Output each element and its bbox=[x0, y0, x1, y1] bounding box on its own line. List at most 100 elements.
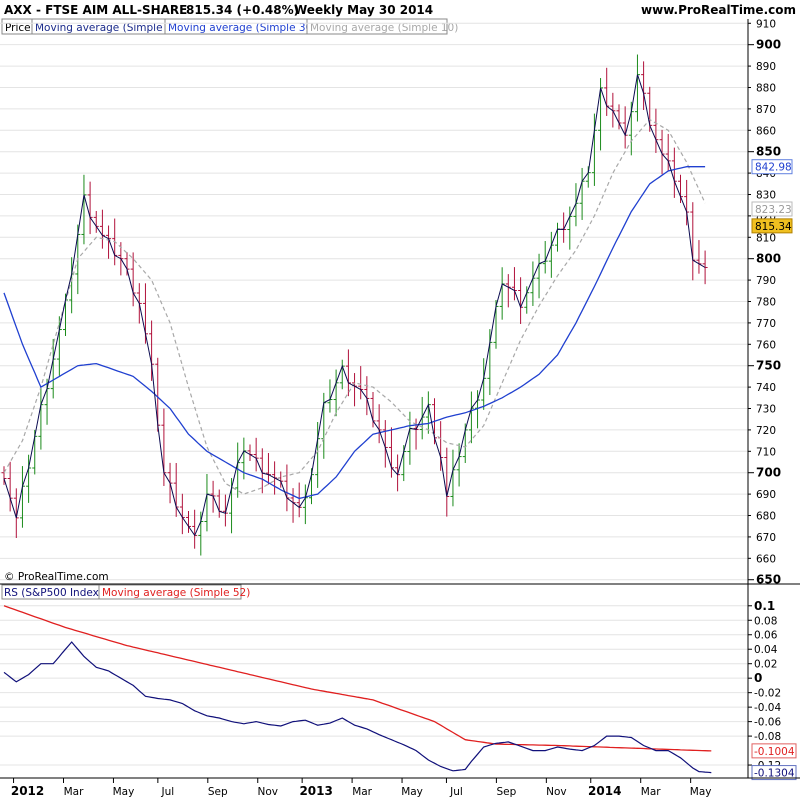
price-tick-label: 830 bbox=[756, 189, 776, 201]
price-bar bbox=[149, 320, 155, 381]
time-tick-label: 2013 bbox=[299, 784, 332, 798]
price-bar bbox=[161, 408, 167, 486]
price-bar bbox=[653, 108, 659, 153]
price-gridlines bbox=[0, 22, 748, 581]
price-bar bbox=[518, 277, 524, 324]
price-tick-label: 750 bbox=[756, 359, 781, 373]
rs-tick-label: -0.06 bbox=[754, 717, 781, 729]
marker-label-ma10: 823.23 bbox=[755, 204, 792, 216]
price-tick-label: 650 bbox=[756, 573, 781, 587]
price-bar bbox=[339, 359, 345, 390]
price-tick-label: 890 bbox=[756, 61, 776, 73]
price-bar bbox=[585, 166, 591, 188]
rs-marker-label-rs: -0.1304 bbox=[754, 768, 795, 780]
price-bar bbox=[524, 286, 530, 314]
price-bar bbox=[376, 404, 382, 444]
time-tick-label: Sep bbox=[208, 786, 228, 798]
price-bar bbox=[690, 202, 696, 281]
price-bar bbox=[370, 392, 376, 428]
price-tick-label: 710 bbox=[756, 446, 776, 458]
rs-ma-line bbox=[3, 605, 712, 752]
price-bar bbox=[87, 181, 93, 235]
price-bar bbox=[198, 511, 204, 556]
price-bar bbox=[684, 179, 690, 226]
legend-rs: RS (S&P500 Index) bbox=[4, 587, 103, 599]
time-tick-label: Mar bbox=[641, 786, 661, 798]
time-tick-label: Nov bbox=[546, 786, 567, 798]
ma10-line bbox=[3, 118, 706, 495]
price-tick-label: 810 bbox=[756, 232, 776, 244]
period-date: Weekly May 30 2014 bbox=[294, 3, 433, 17]
price-tick-label: 690 bbox=[756, 489, 776, 501]
marker-box-price bbox=[751, 218, 793, 234]
rs-axis: 0.1 0.08 0.06 0.04 0.020 -0.02 -0.04 -0.06 -0.08… bbox=[748, 599, 781, 772]
price-tick-label: 800 bbox=[756, 252, 781, 266]
time-tick-label: May bbox=[401, 786, 423, 798]
price-bar bbox=[505, 274, 511, 308]
price-bar bbox=[696, 240, 702, 274]
price-markers: 842.98 823.23 815.34 bbox=[751, 159, 793, 234]
legend-ma10-box bbox=[306, 18, 448, 35]
legend-ma10: Moving average (Simple 10) bbox=[310, 22, 458, 34]
rs-tick-label: 0 bbox=[754, 671, 762, 685]
price-bars bbox=[1, 54, 708, 556]
rs-line bbox=[3, 641, 712, 774]
rs-marker-box-rs bbox=[751, 765, 797, 781]
rs-tick-label: 0.02 bbox=[754, 659, 777, 671]
rs-marker-box-rs_ma bbox=[751, 743, 797, 759]
legend-ma30: Moving average (Simple 30) bbox=[168, 22, 316, 34]
price-axis: 650 660 670 680 690 700 710 720 730 740 750 760 770 7… bbox=[748, 18, 781, 587]
site-link[interactable]: www.ProRealTime.com bbox=[641, 3, 796, 17]
legend-rs-ma-box bbox=[98, 584, 242, 600]
time-tick-label: Jul bbox=[161, 786, 175, 798]
price-bar bbox=[591, 113, 597, 186]
rs-tick-label: 0.08 bbox=[754, 615, 777, 627]
price-bar bbox=[253, 437, 259, 472]
price-bar bbox=[284, 464, 290, 512]
copyright: © ProRealTime.com bbox=[4, 571, 109, 583]
rs-gridlines bbox=[0, 605, 748, 766]
price-bar bbox=[1, 466, 7, 485]
rs-tick-label: 0.04 bbox=[754, 644, 778, 656]
price-tick-label: 720 bbox=[756, 425, 776, 437]
time-tick-label: Mar bbox=[352, 786, 372, 798]
rs-tick-label: 0.1 bbox=[754, 599, 775, 613]
price-tick-label: 740 bbox=[756, 382, 776, 394]
rs-markers: -0.1004 -0.1304 bbox=[751, 743, 797, 781]
price-bar bbox=[579, 167, 585, 220]
price-bar bbox=[438, 421, 444, 471]
rs-tick-label: -0.04 bbox=[754, 702, 781, 714]
price-bar bbox=[315, 421, 321, 488]
price-bar bbox=[536, 253, 542, 299]
time-tick-label: 2014 bbox=[588, 784, 621, 798]
price-tick-label: 900 bbox=[756, 38, 781, 52]
price-tick-label: 670 bbox=[756, 532, 776, 544]
price-bar bbox=[296, 482, 302, 518]
price-bar bbox=[548, 231, 554, 278]
price-bar bbox=[26, 454, 32, 503]
price-bar bbox=[573, 183, 579, 227]
price-tick-label: 760 bbox=[756, 339, 776, 351]
rs-lines bbox=[3, 605, 712, 774]
price-change: 815.34 (+0.48%) bbox=[186, 3, 299, 17]
time-tick-label: Sep bbox=[497, 786, 517, 798]
rs-tick-label: 0.06 bbox=[754, 630, 778, 642]
price-bar bbox=[247, 444, 253, 461]
time-tick-label: Mar bbox=[64, 786, 84, 798]
ma1-close-line bbox=[3, 74, 706, 537]
price-tick-label: 780 bbox=[756, 297, 776, 309]
price-lines bbox=[3, 74, 706, 537]
price-bar bbox=[265, 453, 271, 485]
price-bar bbox=[352, 373, 358, 407]
price-bar bbox=[678, 174, 683, 204]
price-tick-label: 770 bbox=[756, 318, 776, 330]
price-bar bbox=[561, 212, 567, 243]
price-bar bbox=[222, 494, 228, 527]
price-tick-label: 730 bbox=[756, 404, 776, 416]
time-axis: 2012 Mar May Jul Sep Nov 2013 Mar May Jul Sep Nov 20… bbox=[11, 778, 712, 798]
price-bar bbox=[468, 391, 474, 444]
price-bar bbox=[487, 329, 493, 396]
price-bar bbox=[124, 252, 130, 276]
